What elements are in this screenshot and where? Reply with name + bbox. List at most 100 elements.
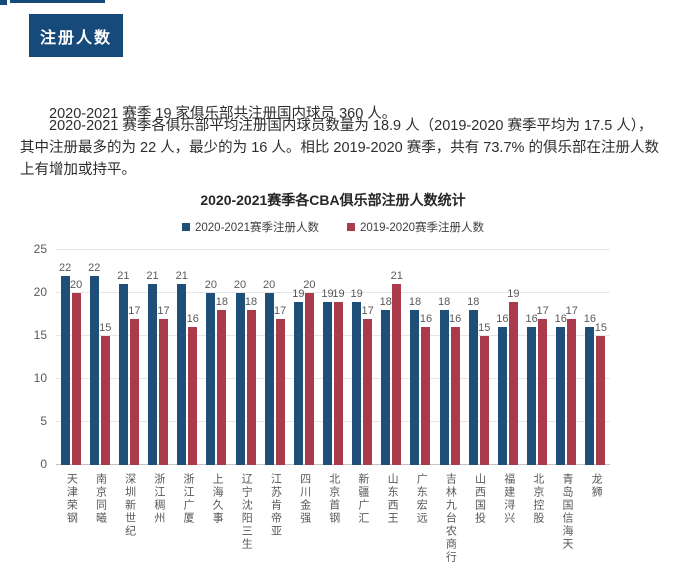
bar-value-label: 19 [350, 287, 363, 300]
plot-area: 22 20 22 15 21 17 21 17 21 16 20 18 20 18 20 17 19 20 19 19… [56, 249, 610, 465]
bar-value-label: 16 [525, 313, 538, 326]
bar: 17 [128, 305, 141, 465]
bar: 17 [566, 305, 578, 465]
x-axis-category: 深圳新世纪 [114, 473, 143, 538]
bar: 20 [205, 279, 217, 465]
bar-group: 18 16 [435, 250, 464, 465]
x-axis-category: 辽宁沈阳三生 [231, 473, 260, 551]
chart-legend: 2020-2021赛季注册人数 2019-2020赛季注册人数 [56, 219, 610, 235]
x-axis-category-label: 江苏肯帝亚 [269, 473, 282, 538]
bar: 18 [409, 296, 421, 465]
bar-group: 16 17 [552, 250, 581, 465]
bar: 16 [420, 313, 432, 465]
bar: 19 [507, 288, 520, 465]
x-axis-category-label: 青岛国信海天 [561, 473, 573, 551]
bar: 16 [496, 313, 509, 465]
x-axis-category-label: 广东宏远 [415, 473, 428, 525]
bar: 15 [99, 322, 111, 465]
bar: 15 [595, 322, 607, 465]
bar-group: 19 19 [318, 250, 347, 465]
bar-value-label: 21 [390, 270, 403, 283]
bar: 18 [245, 296, 257, 465]
bar-group: 22 20 [56, 250, 85, 465]
y-tick-label: 15 [33, 328, 47, 342]
bar-value-label: 15 [99, 322, 112, 334]
bar-value-label: 16 [554, 313, 567, 326]
x-axis-category-label: 山东西王 [386, 473, 399, 525]
x-axis-category: 四川金强 [289, 473, 318, 525]
bar-value-label: 17 [536, 304, 549, 317]
bar-group: 21 16 [173, 250, 202, 465]
x-axis-category-label: 深圳新世纪 [123, 473, 136, 538]
chart-title: 2020-2021赛季各CBA俱乐部注册人数统计 [200, 192, 466, 208]
bar-value-label: 18 [379, 296, 392, 309]
x-axis-category: 江苏肯帝亚 [260, 473, 289, 538]
paragraph-total-registered: 2020-2021 赛季 19 家俱乐部共注册国内球员 360 人。 [49, 105, 397, 122]
y-tick-label: 5 [40, 414, 47, 428]
x-axis-category: 山西国投 [464, 473, 493, 525]
bar-value-label: 17 [128, 304, 141, 317]
gridline [56, 292, 610, 293]
bar-group: 21 17 [143, 250, 172, 465]
x-axis-category-label: 北京首钢 [327, 473, 340, 525]
x-axis-category: 吉林九台农商行 [435, 473, 464, 564]
x-axis-category: 浙江广厦 [173, 473, 202, 525]
bar-value-label: 20 [233, 279, 247, 291]
bar: 20 [234, 279, 246, 465]
x-axis-category-label: 辽宁沈阳三生 [240, 473, 253, 551]
bar-group: 18 21 [377, 250, 406, 465]
y-tick-label: 25 [33, 242, 47, 256]
x-axis-category-label: 龙狮 [590, 473, 603, 499]
legend-label: 2020-2021赛季注册人数 [195, 222, 319, 234]
bar-value-label: 18 [437, 296, 451, 309]
bar-group: 22 15 [85, 250, 114, 465]
bar-group: 20 18 [231, 250, 260, 465]
legend-swatch-red-icon [347, 223, 355, 231]
bar-value-label: 17 [274, 304, 287, 317]
bar-value-label: 18 [467, 296, 480, 309]
bar-value-label: 19 [321, 287, 334, 300]
bar: 18 [380, 296, 392, 465]
bar-value-label: 21 [117, 270, 130, 283]
x-axis-category: 浙江稠州 [143, 473, 172, 525]
bar-value-label: 15 [594, 322, 608, 334]
gridline [56, 421, 610, 422]
bar: 18 [216, 296, 228, 465]
bar: 16 [187, 313, 199, 465]
x-axis-category-label: 天津荣钢 [65, 473, 78, 525]
bar: 20 [303, 279, 315, 465]
x-axis-category: 新疆广汇 [348, 473, 377, 525]
bar-value-label: 20 [204, 279, 217, 291]
bar-group: 16 19 [493, 250, 522, 465]
x-axis-category: 福建浔兴 [493, 473, 522, 525]
section-badge: 注册人数 [29, 14, 123, 57]
x-axis-category: 山东西王 [377, 473, 406, 525]
bar-value-label: 18 [244, 296, 258, 309]
bar: 21 [146, 270, 159, 465]
x-axis-category: 青岛国信海天 [552, 473, 581, 551]
gridline [56, 464, 610, 465]
bar: 15 [478, 322, 490, 465]
x-axis-category: 北京首钢 [318, 473, 347, 525]
bar-chart: 0 5 10 15 20 25 22 20 22 15 21 17 21 17 21 16 20 18 20 18 2… [0, 242, 698, 565]
x-axis-category-label: 南京同曦 [94, 473, 107, 525]
x-axis-category: 南京同曦 [85, 473, 114, 525]
y-tick-label: 20 [33, 285, 47, 299]
x-axis-category-label: 新疆广汇 [356, 473, 369, 525]
bar: 21 [117, 270, 130, 465]
legend-item-2020-2021: 2020-2021赛季注册人数 [182, 219, 319, 235]
bar-groups: 22 20 22 15 21 17 21 17 21 16 20 18 20 18 20 17 19 20 19 19… [56, 250, 610, 465]
bar-group: 21 17 [114, 250, 143, 465]
bar: 19 [332, 288, 345, 465]
bar-group: 16 15 [581, 250, 610, 465]
paragraph-line: 其中注册最多的为 22 人，最少的为 16 人。相比 2019-2020 赛季，… [20, 140, 659, 156]
bar-group: 19 17 [348, 250, 377, 465]
bar-value-label: 16 [186, 313, 199, 326]
bar-group: 18 16 [406, 250, 435, 465]
bar: 16 [584, 313, 596, 465]
x-axis-category: 上海久事 [202, 473, 231, 525]
bar-group: 16 17 [523, 250, 552, 465]
bar-value-label: 19 [507, 287, 520, 300]
x-axis-category: 龙狮 [581, 473, 610, 499]
x-axis-category-label: 山西国投 [473, 473, 486, 525]
